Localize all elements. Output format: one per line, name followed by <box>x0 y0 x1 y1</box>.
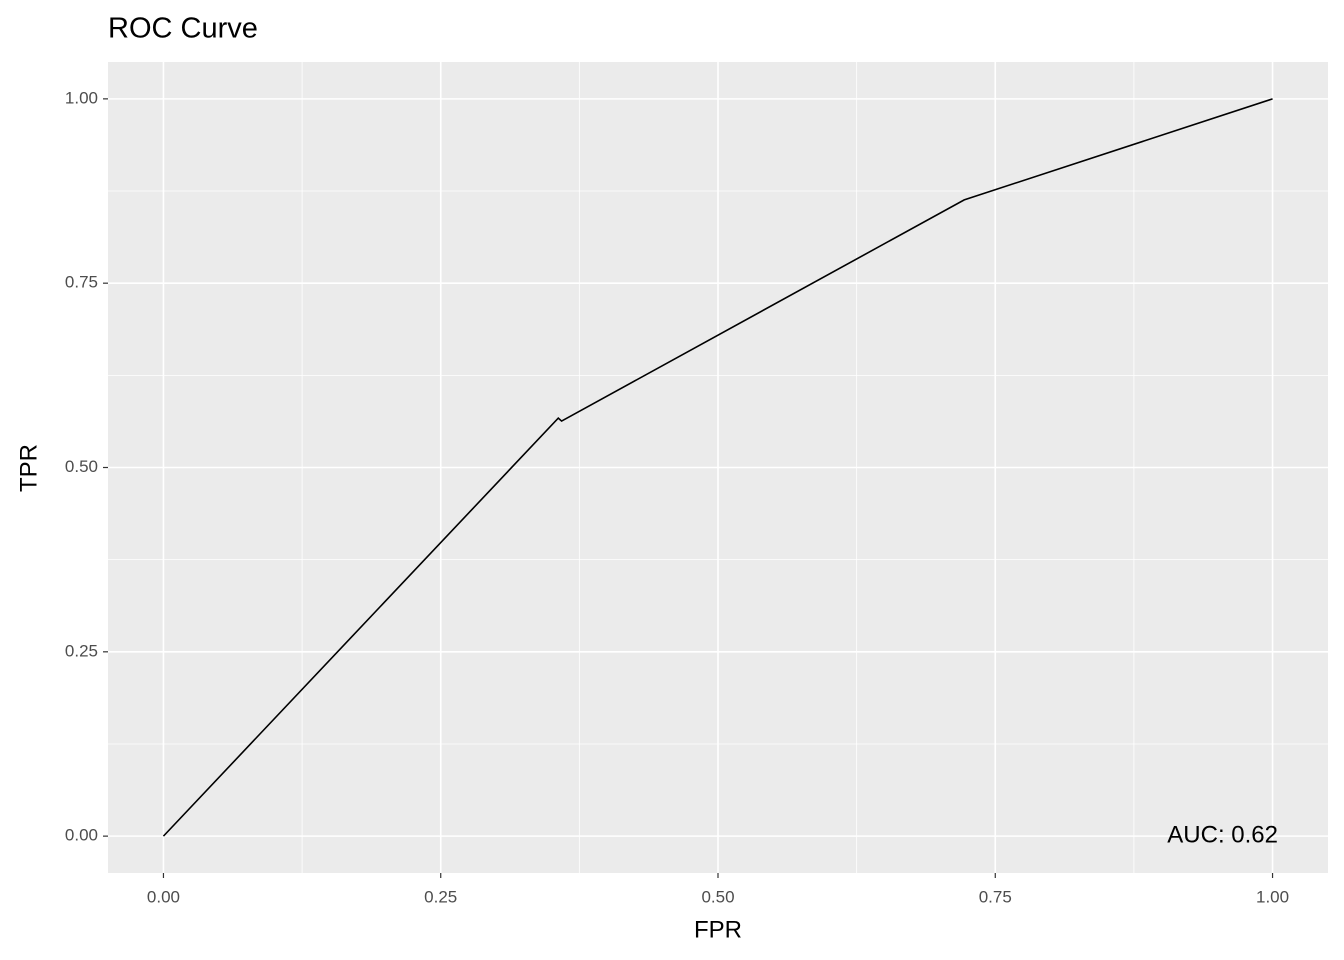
x-tick-label: 0.50 <box>701 887 734 906</box>
y-tick-label: 1.00 <box>65 88 98 107</box>
y-tick-label: 0.00 <box>65 826 98 845</box>
y-tick-label: 0.50 <box>65 457 98 476</box>
chart-title: ROC Curve <box>108 13 258 45</box>
x-axis-title: FPR <box>694 916 742 943</box>
x-tick-label: 0.25 <box>424 887 457 906</box>
y-axis-title: TPR <box>15 444 42 492</box>
y-tick-label: 0.75 <box>65 273 98 292</box>
roc-line <box>162 98 1273 837</box>
annotation: AUC: 0.62 <box>1167 821 1278 848</box>
y-tick-label: 0.25 <box>65 641 98 660</box>
x-tick-label: 1.00 <box>1256 887 1289 906</box>
x-tick-label: 0.75 <box>979 887 1012 906</box>
x-tick-label: 0.00 <box>147 887 180 906</box>
